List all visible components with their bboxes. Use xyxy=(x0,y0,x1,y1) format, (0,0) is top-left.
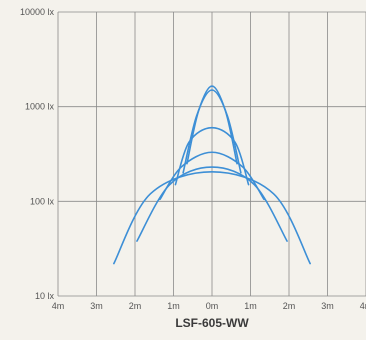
illuminance-curve-3 xyxy=(159,151,265,201)
y-tick-label-3: 10 lx xyxy=(35,291,55,301)
y-tick-labels: 10000 lx 1000 lx 100 lx 10 lx xyxy=(20,7,55,301)
illuminance-curve-0 xyxy=(186,85,238,165)
illuminance-curve-4 xyxy=(136,166,288,242)
model-title: LSF-605-WW xyxy=(175,316,249,330)
x-tick-label-0: 4m xyxy=(52,301,65,311)
illuminance-curve-1 xyxy=(182,89,242,174)
x-tick-label-2: 2m xyxy=(129,301,142,311)
x-tick-label-8: 4m xyxy=(360,301,366,311)
illuminance-curve-2 xyxy=(174,126,250,186)
y-tick-label-2: 100 lx xyxy=(30,196,55,206)
y-tick-label-0: 10000 lx xyxy=(20,7,55,17)
grid-layer xyxy=(57,11,366,297)
x-tick-label-6: 2m xyxy=(283,301,296,311)
x-tick-labels: 4m 3m 2m 1m 0m 1m 2m 3m 4m xyxy=(52,301,366,311)
x-tick-label-7: 3m xyxy=(321,301,334,311)
x-tick-label-1: 3m xyxy=(90,301,103,311)
x-tick-label-3: 1m xyxy=(167,301,180,311)
x-tick-label-4: 0m xyxy=(206,301,219,311)
series-layer xyxy=(113,85,311,265)
y-tick-label-1: 1000 lx xyxy=(25,102,55,112)
illuminance-curve-5 xyxy=(113,171,311,265)
x-tick-label-5: 1m xyxy=(244,301,257,311)
